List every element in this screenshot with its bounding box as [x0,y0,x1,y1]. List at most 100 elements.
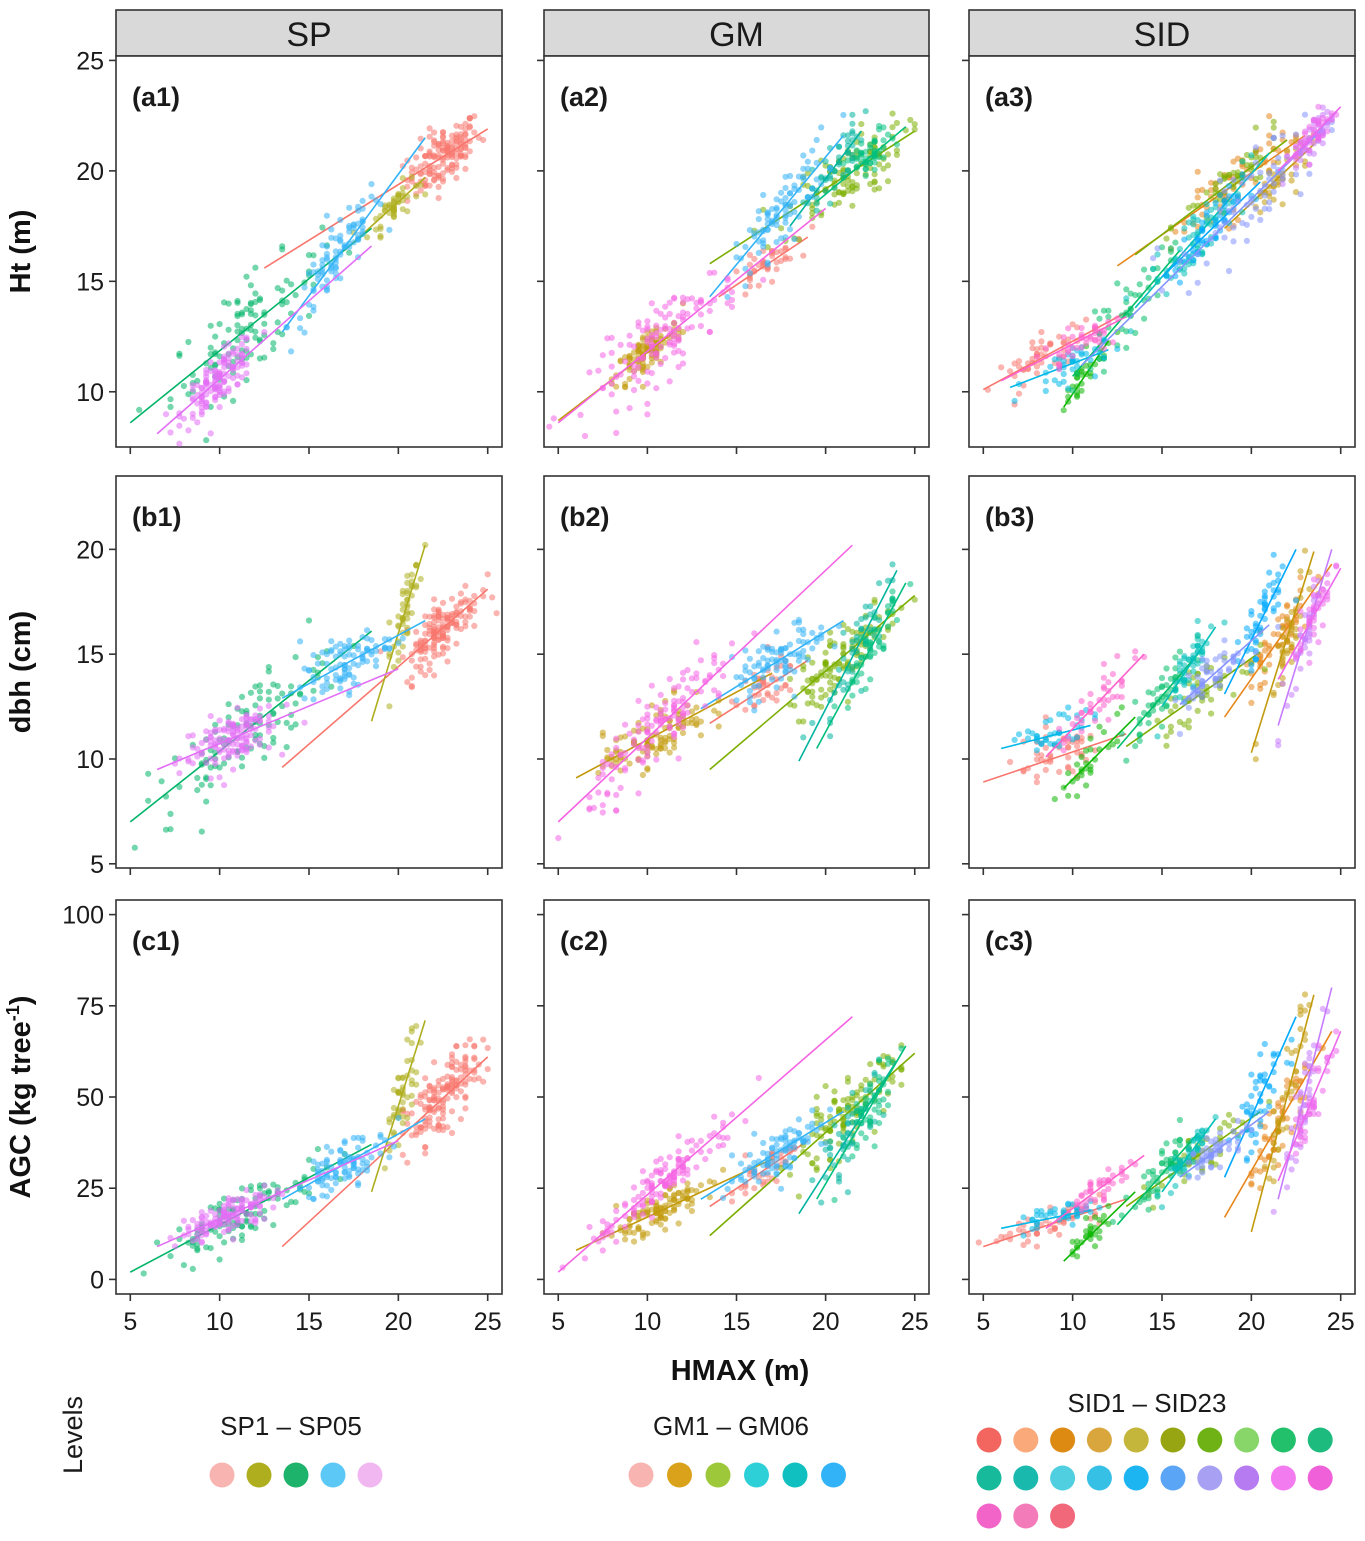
data-point [608,751,615,758]
data-point [381,636,388,643]
data-point [167,396,174,403]
data-point [435,1077,442,1084]
data-point [1194,234,1201,241]
data-point [1221,1119,1228,1126]
data-point [755,249,762,256]
data-point [1270,180,1277,187]
data-point [720,673,727,680]
data-point [1306,170,1313,177]
data-point [644,380,651,387]
data-point [180,1262,187,1269]
data-point [679,1170,687,1177]
data-point [1060,334,1067,341]
data-point [1230,657,1237,665]
data-point [1190,231,1197,239]
data-point [1042,714,1049,721]
data-point [1261,192,1268,199]
data-point [1150,690,1157,697]
series-5 [816,1045,907,1204]
data-point [599,732,606,740]
data-point [1212,217,1219,224]
data-point [786,1162,794,1169]
data-point [813,136,820,144]
data-point [1217,675,1224,682]
data-point [453,624,460,632]
data-point [662,700,669,707]
data-point [764,244,771,251]
data-point [176,440,183,447]
data-point [630,387,638,394]
data-point [688,1147,696,1154]
data-point [1132,655,1139,662]
data-point [457,1061,464,1068]
data-point [702,1156,709,1163]
data-point [1270,631,1277,638]
data-point [844,187,852,194]
data-point [1158,1169,1166,1176]
data-point [626,332,633,339]
data-point [328,647,335,654]
data-point [1163,733,1170,740]
data-point [323,212,330,219]
data-point [1248,213,1255,220]
data-point [657,343,664,350]
data-point [782,184,789,192]
data-point [666,325,673,332]
data-point [746,251,754,259]
data-point [786,210,794,218]
data-point [1145,720,1152,727]
data-point [1301,111,1309,118]
data-point [1074,715,1081,722]
data-point [1270,551,1277,558]
data-point [471,1054,478,1061]
data-point [426,153,433,160]
data-point [1020,1241,1027,1249]
data-point [203,370,210,377]
data-point [760,1149,767,1157]
data-point [466,1036,473,1043]
data-point [346,651,353,658]
data-point [604,789,611,797]
data-point [671,319,678,326]
data-point [1212,199,1219,207]
data-point [1042,345,1049,352]
data-point [462,582,469,590]
data-point [270,1204,277,1211]
data-point [804,656,811,663]
data-point [679,294,687,301]
data-point [252,731,259,739]
fit-line [281,1056,489,1248]
fit-line [156,1140,399,1248]
data-point [252,264,259,271]
data-point [1033,370,1040,377]
data-point [827,686,834,693]
data-point [417,1128,424,1136]
data-point [390,213,397,221]
data-point [844,1104,852,1111]
data-point [185,733,192,740]
data-point [608,380,615,387]
data-point [1270,1108,1277,1115]
data-point [261,1182,268,1189]
data-point [827,629,834,636]
data-point [1310,150,1317,157]
data-point [884,1055,892,1062]
data-point [1065,715,1072,722]
data-point [630,373,638,380]
fit-line [709,135,845,298]
data-point [386,645,393,652]
data-point [431,164,438,171]
data-point [693,670,700,677]
data-point [212,721,219,728]
data-point [216,382,223,389]
data-point [720,1142,727,1149]
data-point [1181,225,1188,232]
data-point [323,675,330,682]
fit-line [281,619,426,699]
series-7 [555,544,853,842]
data-point [622,1200,629,1207]
data-point [671,689,678,696]
data-point [1261,205,1268,212]
data-point [764,259,771,266]
data-point [626,405,633,412]
